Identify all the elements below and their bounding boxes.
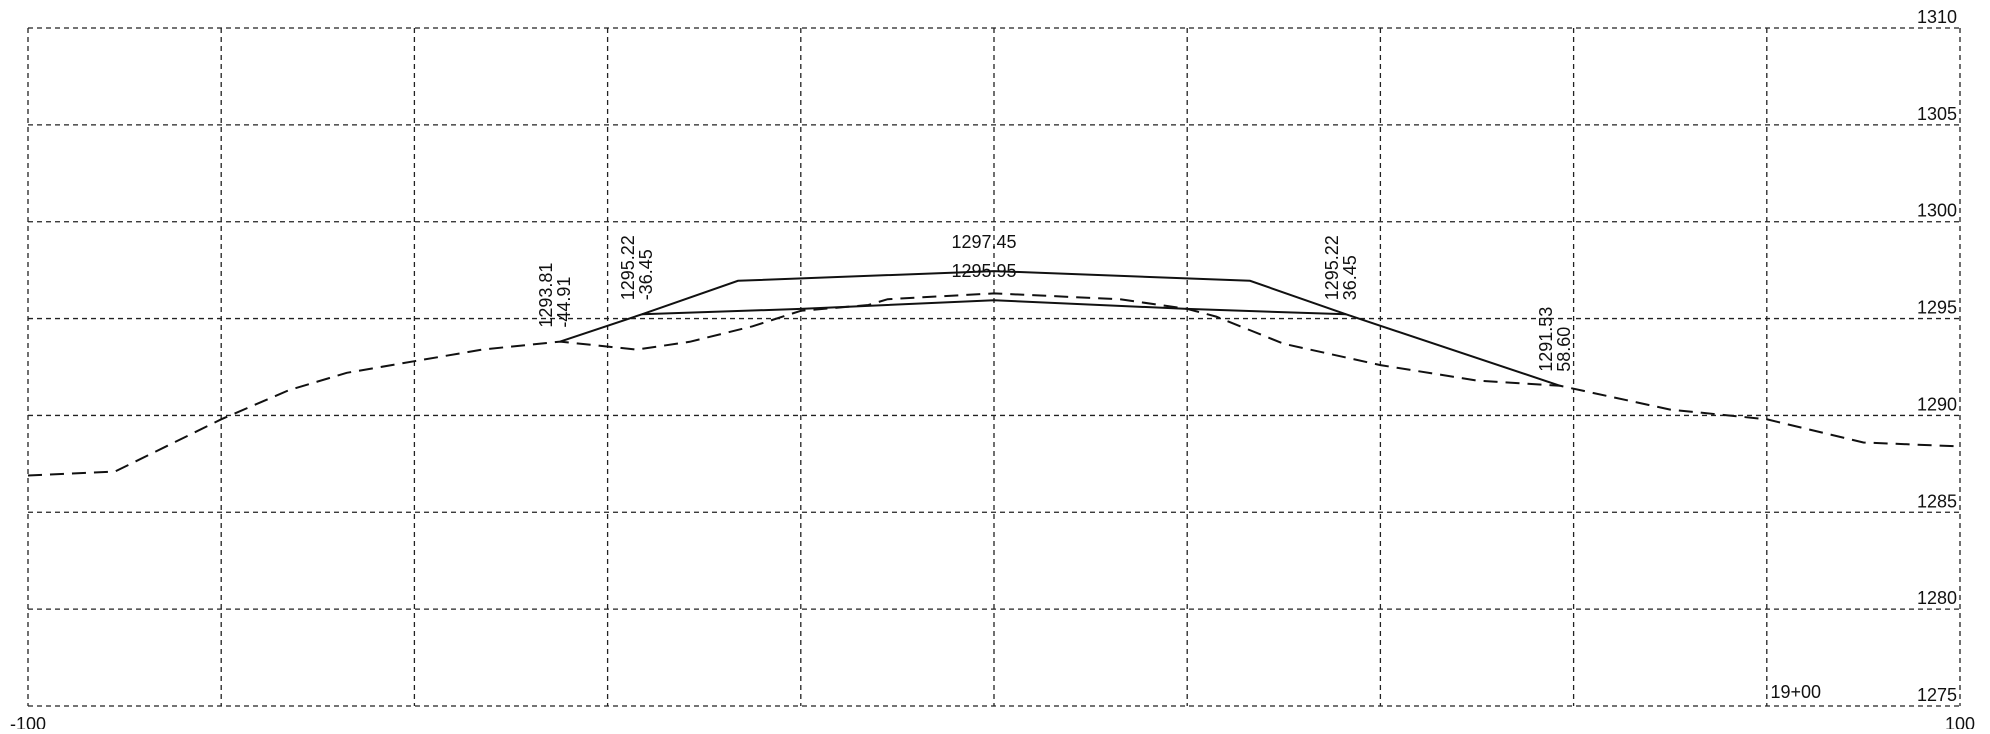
y-tick-label: 1295 bbox=[1917, 298, 1957, 318]
point-label: 1293.81-44.91 bbox=[536, 263, 574, 328]
y-tick-label: 1280 bbox=[1917, 588, 1957, 608]
y-tick-label: 1310 bbox=[1917, 7, 1957, 27]
y-tick-label: 1285 bbox=[1917, 491, 1957, 511]
design-section-line bbox=[641, 299, 1347, 316]
point-label-text: -44.91 bbox=[554, 277, 574, 328]
point-label: 1295.22-36.45 bbox=[618, 235, 656, 300]
point-label-text: 36.45 bbox=[1340, 255, 1360, 300]
point-label-text: -36.45 bbox=[636, 249, 656, 300]
point-label-text: 1291.53 bbox=[1536, 307, 1556, 372]
station-label: 19+00 bbox=[1770, 682, 1821, 702]
y-tick-label: 1305 bbox=[1917, 104, 1957, 124]
design-section-line bbox=[559, 270, 1561, 387]
y-tick-label: 1290 bbox=[1917, 394, 1957, 414]
elevation-label: 1295.95 bbox=[951, 261, 1016, 281]
point-label-text: 1295.22 bbox=[618, 235, 638, 300]
elevation-label: 1297.45 bbox=[951, 232, 1016, 252]
y-tick-label: 1300 bbox=[1917, 201, 1957, 221]
x-tick-label: -100 bbox=[10, 714, 46, 729]
x-tick-label: 100 bbox=[1945, 714, 1975, 729]
point-label-text: 1293.81 bbox=[536, 263, 556, 328]
point-label-text: 58.60 bbox=[1554, 327, 1574, 372]
y-tick-label: 1275 bbox=[1917, 685, 1957, 705]
point-label-text: 1295.22 bbox=[1322, 235, 1342, 300]
axis-labels: 1275 1280 1285 1290 1295 1300 1305 1310 -100 100 1… bbox=[10, 7, 1975, 734]
series-group bbox=[27, 270, 1961, 477]
grid bbox=[27, 27, 1961, 707]
annotation-group: 1293.81-44.911295.22-36.451297.451295.95… bbox=[536, 232, 1574, 372]
